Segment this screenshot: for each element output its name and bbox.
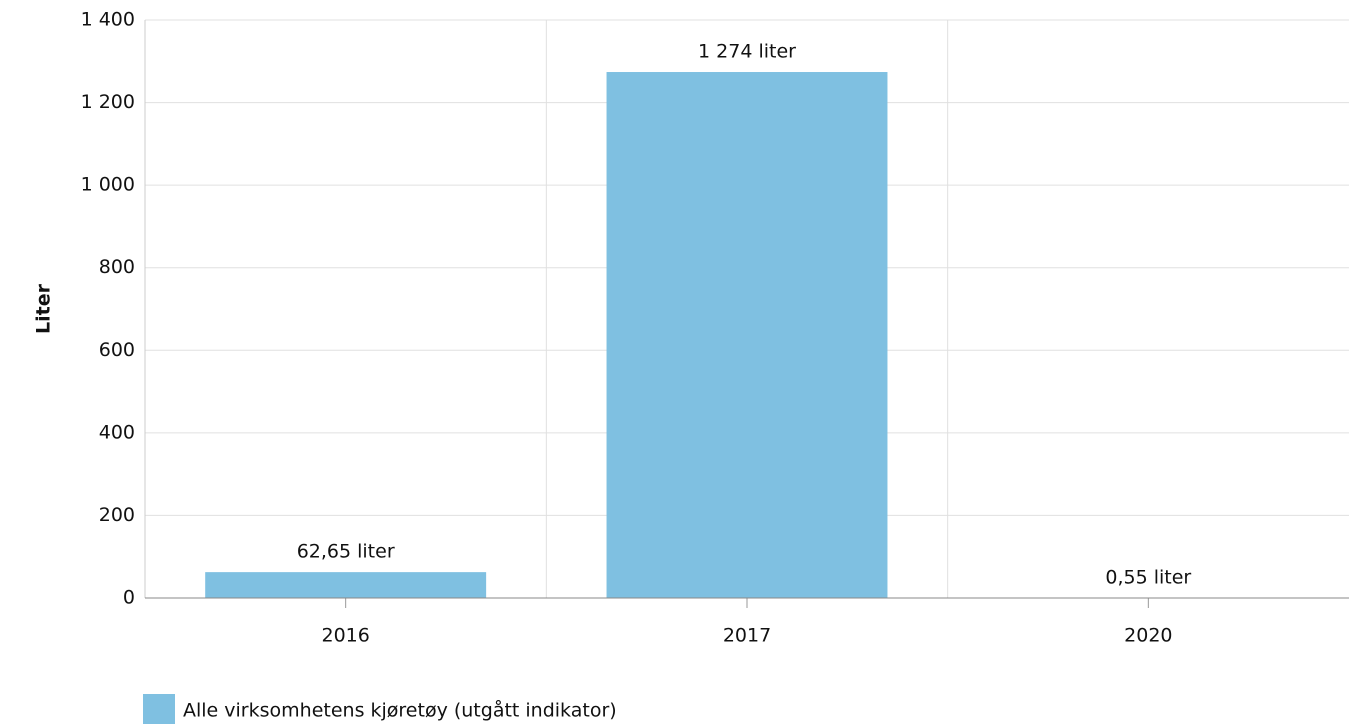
y-tick-label: 200 xyxy=(99,504,135,526)
x-tick-label: 2020 xyxy=(1124,625,1172,647)
data-label: 62,65 liter xyxy=(297,541,395,563)
data-label: 0,55 liter xyxy=(1105,566,1191,588)
x-tick-label: 2016 xyxy=(321,625,369,647)
y-tick-label: 800 xyxy=(99,256,135,278)
y-tick-label: 400 xyxy=(99,421,135,443)
y-tick-label: 1 200 xyxy=(81,91,135,113)
bar xyxy=(205,572,487,598)
y-tick-label: 1 400 xyxy=(81,9,135,31)
data-label: 1 274 liter xyxy=(698,41,796,63)
y-tick-label: 0 xyxy=(123,587,135,609)
y-tick-label: 1 000 xyxy=(81,174,135,196)
bar xyxy=(606,72,888,598)
y-tick-label: 600 xyxy=(99,339,135,361)
legend-swatch xyxy=(143,694,175,724)
x-tick-label: 2017 xyxy=(723,625,771,647)
y-axis-label: Liter xyxy=(33,283,55,334)
legend-label: Alle virksomhetens kjøretøy (utgått indi… xyxy=(183,699,617,722)
